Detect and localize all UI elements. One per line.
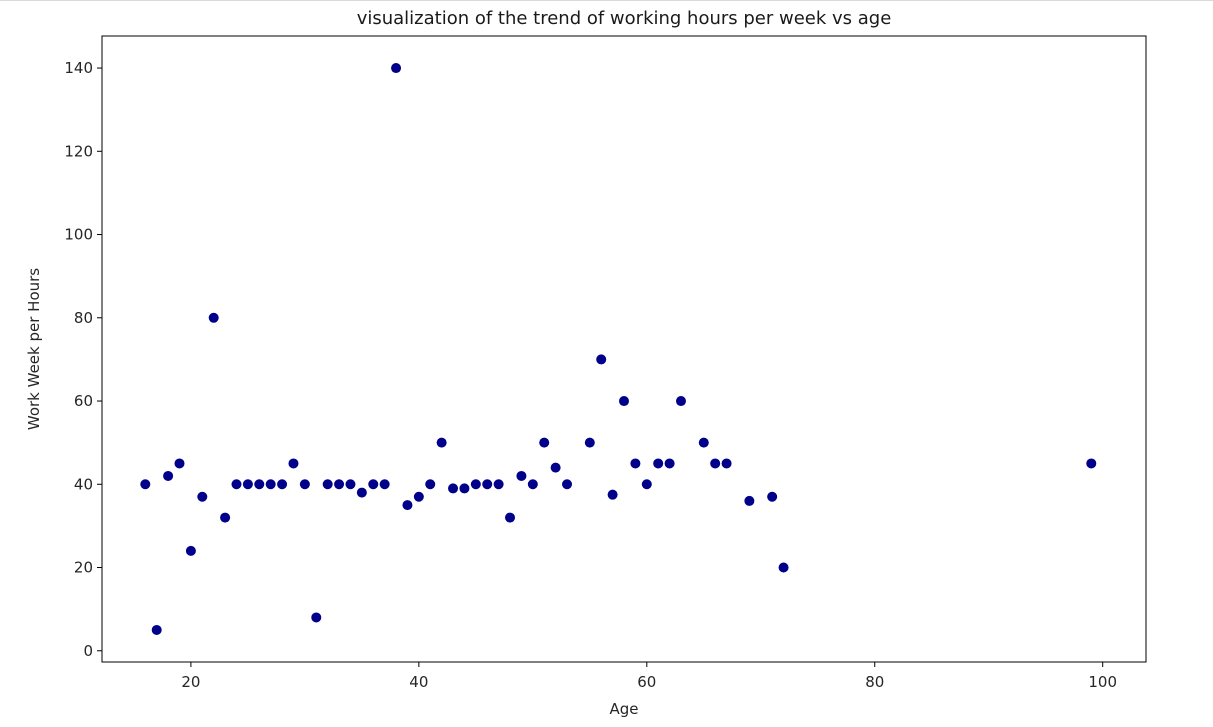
data-point bbox=[721, 458, 732, 469]
x-axis-title: Age bbox=[609, 700, 638, 718]
data-point bbox=[368, 479, 379, 490]
data-point bbox=[265, 479, 276, 490]
data-point bbox=[379, 479, 390, 490]
y-tick-label: 0 bbox=[83, 642, 93, 660]
x-tick-label: 40 bbox=[409, 673, 428, 691]
data-point bbox=[448, 483, 459, 494]
data-point bbox=[459, 483, 470, 494]
data-point bbox=[596, 354, 607, 365]
data-point bbox=[425, 479, 436, 490]
data-point bbox=[607, 489, 618, 500]
data-point bbox=[185, 545, 196, 556]
data-point bbox=[322, 479, 333, 490]
cell-divider-line bbox=[0, 0, 1213, 4]
data-point bbox=[288, 458, 299, 469]
x-tick-label: 100 bbox=[1088, 673, 1117, 691]
data-point bbox=[744, 495, 755, 506]
data-point bbox=[550, 462, 561, 473]
y-tick-label: 80 bbox=[74, 309, 93, 327]
data-point bbox=[311, 612, 322, 623]
data-point bbox=[197, 491, 208, 502]
data-point bbox=[710, 458, 721, 469]
y-tick-label: 100 bbox=[64, 226, 93, 244]
data-point bbox=[493, 479, 504, 490]
data-point bbox=[356, 487, 367, 498]
data-point bbox=[630, 458, 641, 469]
data-point bbox=[220, 512, 231, 523]
data-point bbox=[163, 470, 174, 481]
data-point bbox=[277, 479, 288, 490]
plot-frame bbox=[101, 35, 1147, 663]
y-axis-title: Work Week per Hours bbox=[25, 268, 43, 430]
data-point bbox=[470, 479, 481, 490]
data-point bbox=[231, 479, 242, 490]
data-point bbox=[391, 63, 402, 74]
data-point bbox=[299, 479, 310, 490]
data-points bbox=[140, 63, 1097, 635]
data-point bbox=[778, 562, 789, 573]
y-tick-label: 120 bbox=[64, 142, 93, 160]
data-point bbox=[653, 458, 664, 469]
data-point bbox=[562, 479, 573, 490]
data-point bbox=[242, 479, 253, 490]
data-point bbox=[584, 437, 595, 448]
data-point bbox=[527, 479, 538, 490]
data-point bbox=[402, 500, 413, 511]
data-point bbox=[436, 437, 447, 448]
data-point bbox=[1086, 458, 1097, 469]
data-point bbox=[619, 396, 629, 407]
data-point bbox=[698, 437, 709, 448]
data-point bbox=[208, 312, 219, 323]
data-point bbox=[345, 479, 356, 490]
x-tick-label: 80 bbox=[865, 673, 884, 691]
data-point bbox=[174, 458, 185, 469]
x-tick-label: 20 bbox=[181, 673, 200, 691]
data-point bbox=[254, 479, 265, 490]
data-point bbox=[505, 512, 516, 523]
y-axis: 0 20 40 60 80 100 120 140 bbox=[64, 59, 102, 660]
data-point bbox=[767, 491, 778, 502]
data-point bbox=[334, 479, 345, 490]
data-point bbox=[482, 479, 493, 490]
x-tick-label: 60 bbox=[637, 673, 656, 691]
data-point bbox=[664, 458, 675, 469]
y-tick-label: 40 bbox=[74, 475, 93, 493]
x-axis: 20 40 60 80 100 bbox=[181, 662, 1117, 691]
y-tick-label: 20 bbox=[74, 559, 93, 577]
data-point bbox=[151, 624, 162, 635]
chart-title: visualization of the trend of working ho… bbox=[357, 8, 892, 29]
data-point bbox=[413, 491, 424, 502]
y-tick-label: 140 bbox=[64, 59, 93, 77]
data-point bbox=[641, 479, 652, 490]
data-point bbox=[140, 479, 151, 490]
y-tick-label: 60 bbox=[74, 392, 93, 410]
data-point bbox=[516, 470, 527, 481]
data-point bbox=[539, 437, 550, 448]
data-point bbox=[675, 396, 686, 407]
